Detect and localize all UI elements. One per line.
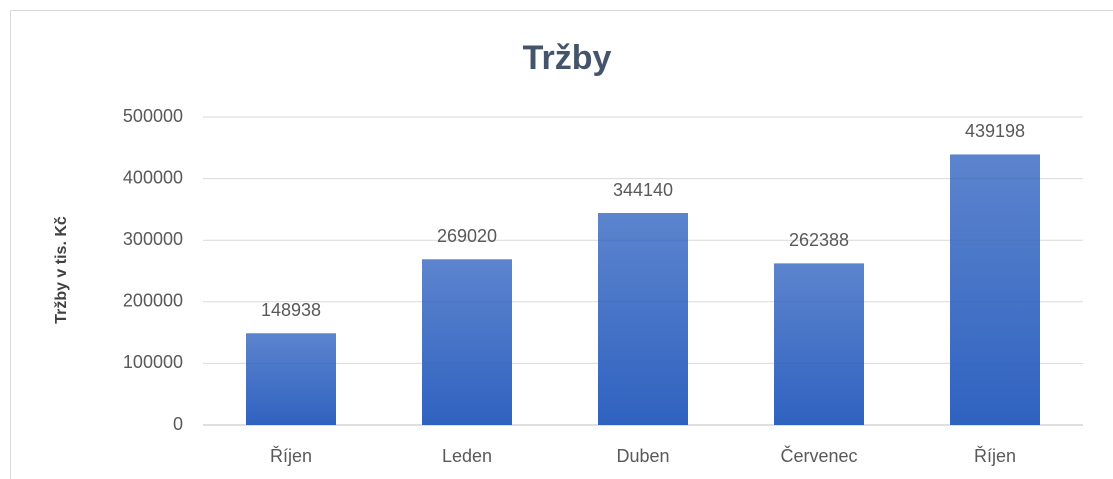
bar (422, 259, 512, 425)
y-tick-label: 0 (173, 414, 183, 434)
bar (950, 154, 1040, 425)
data-label: 269020 (437, 226, 497, 246)
y-tick-label: 100000 (123, 352, 183, 372)
y-tick-label: 300000 (123, 229, 183, 249)
data-label: 439198 (965, 121, 1025, 141)
bar (598, 213, 688, 425)
x-tick-label: Říjen (270, 446, 312, 466)
bar (246, 333, 336, 425)
data-label: 344140 (613, 180, 673, 200)
y-tick-label: 500000 (123, 106, 183, 126)
x-tick-label: Duben (616, 446, 669, 466)
data-label: 262388 (789, 230, 849, 250)
x-tick-label: Červenec (780, 445, 857, 466)
bar (774, 263, 864, 425)
chart-title: Tržby (523, 39, 612, 77)
y-tick-label: 200000 (123, 291, 183, 311)
y-axis-label: Tržby v tis. Kč (53, 216, 70, 324)
chart-frame (10, 10, 1113, 479)
data-label: 148938 (261, 300, 321, 320)
x-tick-label: Leden (442, 446, 492, 466)
y-tick-label: 400000 (123, 167, 183, 187)
x-tick-label: Říjen (974, 446, 1016, 466)
